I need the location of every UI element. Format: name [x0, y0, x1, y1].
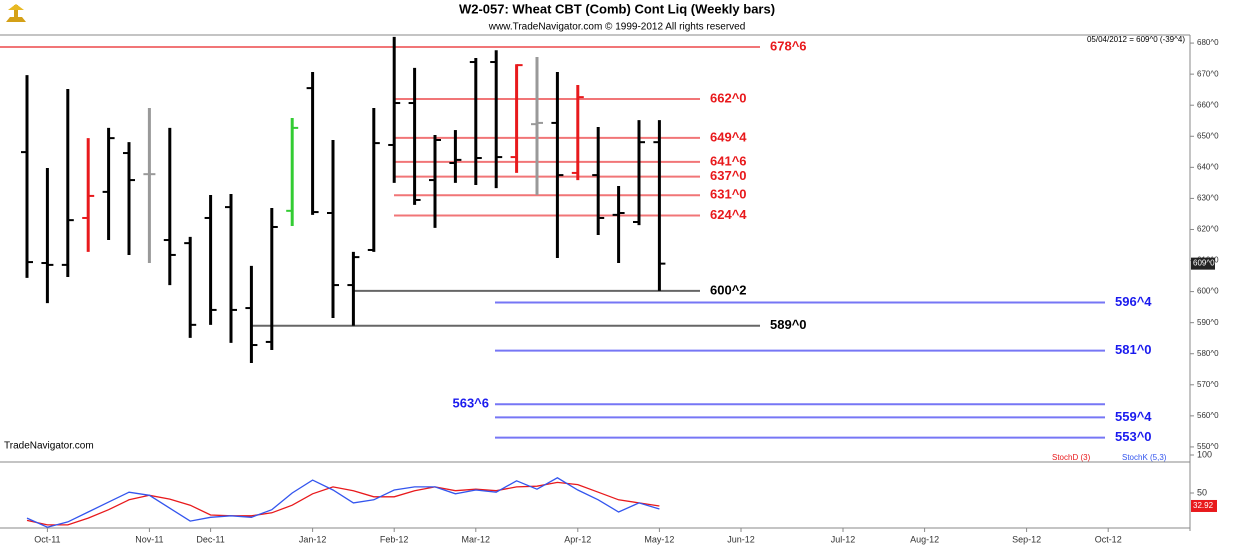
last-price-label: 609^0 — [1193, 259, 1215, 268]
logo — [6, 4, 26, 22]
level-label: 559^4 — [1115, 409, 1152, 424]
level-label: 624^4 — [710, 207, 747, 222]
level-label: 596^4 — [1115, 294, 1152, 309]
x-tick-label: Jul-12 — [831, 534, 856, 544]
level-label: 637^0 — [710, 168, 747, 183]
y-tick-label: 630^0 — [1197, 194, 1219, 203]
x-tick-label: Oct-11 — [34, 534, 60, 544]
legend-entry: StochD (3) — [1052, 453, 1091, 462]
x-tick-label: May-12 — [644, 534, 674, 544]
y-tick-label: 680^0 — [1197, 38, 1219, 47]
level-label: 589^0 — [770, 317, 807, 332]
last-value-label: 32.92 — [1193, 501, 1214, 510]
y-tick-label: 620^0 — [1197, 225, 1219, 234]
y-tick-label: 580^0 — [1197, 349, 1219, 358]
price-panel — [0, 36, 1105, 439]
level-label: 600^2 — [710, 282, 747, 297]
y-tick-label: 670^0 — [1197, 69, 1219, 78]
y-tick-label: 660^0 — [1197, 100, 1219, 109]
x-tick-label: Mar-12 — [462, 534, 491, 544]
level-label: 553^0 — [1115, 429, 1152, 444]
y-tick-label: 550^0 — [1197, 442, 1219, 451]
last-price-tag — [1191, 257, 1215, 270]
y-tick-label: 570^0 — [1197, 380, 1219, 389]
x-tick-label: Apr-12 — [564, 534, 591, 544]
chart-subtitle: www.TradeNavigator.com © 1999-2012 All r… — [488, 22, 746, 33]
chart-title: W2-057: Wheat CBT (Comb) Cont Liq (Weekl… — [459, 1, 775, 16]
level-label: 641^6 — [710, 153, 747, 168]
x-tick-label: Dec-11 — [196, 534, 224, 544]
y-tick-label: 50 — [1197, 487, 1207, 497]
level-label: 649^4 — [710, 129, 747, 144]
x-tick-label: Jan-12 — [299, 534, 327, 544]
y-tick-label: 590^0 — [1197, 318, 1219, 327]
stoch-line — [26, 477, 660, 528]
level-label: 581^0 — [1115, 342, 1152, 357]
x-tick-label: Aug-12 — [910, 534, 939, 544]
last-value-tag — [1191, 499, 1217, 512]
legend-entry: StochK (5,3) — [1122, 453, 1167, 462]
level-label: 662^0 — [710, 90, 747, 105]
x-tick-label: Sep-12 — [1012, 534, 1041, 544]
x-tick-label: Nov-11 — [135, 534, 163, 544]
y-tick-label: 100 — [1197, 449, 1212, 459]
y-tick-label: 650^0 — [1197, 131, 1219, 140]
level-label: 563^6 — [452, 396, 489, 411]
level-label: 678^6 — [770, 38, 807, 53]
x-tick-label: Jun-12 — [727, 534, 755, 544]
info-line: 05/04/2012 = 609^0 (-39^4) — [1087, 35, 1185, 44]
y-tick-label: 560^0 — [1197, 411, 1219, 420]
x-tick-label: Oct-12 — [1095, 534, 1122, 544]
watermark: TradeNavigator.com — [4, 441, 94, 452]
level-label: 631^0 — [710, 187, 747, 202]
stoch-line — [26, 481, 660, 526]
x-tick-label: Feb-12 — [380, 534, 409, 544]
y-tick-label: 640^0 — [1197, 162, 1219, 171]
y-tick-label: 600^0 — [1197, 287, 1219, 296]
overlay: 550^0560^0570^0580^0590^0600^0610^0620^0… — [26, 38, 1219, 544]
